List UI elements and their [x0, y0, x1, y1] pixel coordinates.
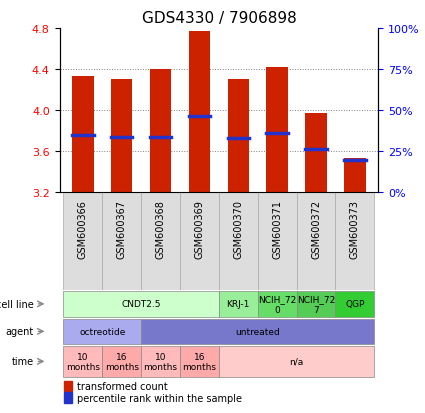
Text: n/a: n/a — [289, 357, 304, 366]
FancyBboxPatch shape — [180, 346, 219, 377]
FancyBboxPatch shape — [219, 193, 258, 290]
Text: octreotide: octreotide — [79, 327, 125, 336]
Text: GSM600372: GSM600372 — [311, 199, 321, 259]
Text: GSM600367: GSM600367 — [117, 199, 127, 259]
Bar — [344, 159, 366, 193]
FancyBboxPatch shape — [102, 193, 141, 290]
FancyBboxPatch shape — [335, 193, 374, 290]
Bar — [64, 392, 72, 403]
FancyBboxPatch shape — [141, 193, 180, 290]
FancyBboxPatch shape — [219, 291, 258, 317]
Text: GSM600371: GSM600371 — [272, 199, 282, 259]
Text: CNDT2.5: CNDT2.5 — [122, 300, 161, 309]
Bar — [111, 80, 132, 193]
Text: GSM600368: GSM600368 — [156, 199, 166, 258]
Bar — [64, 381, 72, 391]
FancyBboxPatch shape — [297, 193, 335, 290]
Bar — [228, 80, 249, 193]
FancyBboxPatch shape — [102, 346, 141, 377]
Bar — [72, 77, 94, 193]
FancyBboxPatch shape — [63, 291, 219, 317]
Text: time: time — [12, 356, 34, 366]
Title: GDS4330 / 7906898: GDS4330 / 7906898 — [142, 12, 296, 26]
Bar — [150, 70, 171, 193]
Text: transformed count: transformed count — [77, 381, 168, 391]
Text: GSM600373: GSM600373 — [350, 199, 360, 259]
Bar — [306, 114, 327, 193]
FancyBboxPatch shape — [297, 291, 335, 317]
FancyBboxPatch shape — [63, 319, 141, 344]
Bar — [266, 68, 288, 193]
Text: 10
months: 10 months — [144, 352, 178, 371]
FancyBboxPatch shape — [258, 193, 297, 290]
Text: QGP: QGP — [345, 300, 365, 309]
Bar — [189, 32, 210, 193]
FancyBboxPatch shape — [63, 346, 102, 377]
FancyBboxPatch shape — [141, 346, 180, 377]
Text: KRJ-1: KRJ-1 — [227, 300, 250, 309]
FancyBboxPatch shape — [258, 291, 297, 317]
FancyBboxPatch shape — [180, 193, 219, 290]
FancyBboxPatch shape — [219, 346, 374, 377]
Text: cell line: cell line — [0, 299, 34, 309]
Text: GSM600366: GSM600366 — [78, 199, 88, 258]
Text: NCIH_72
0: NCIH_72 0 — [258, 294, 296, 314]
Text: 10
months: 10 months — [66, 352, 100, 371]
FancyBboxPatch shape — [63, 193, 102, 290]
Text: agent: agent — [6, 327, 34, 337]
Text: untreated: untreated — [235, 327, 280, 336]
FancyBboxPatch shape — [335, 291, 374, 317]
FancyBboxPatch shape — [141, 319, 374, 344]
Text: percentile rank within the sample: percentile rank within the sample — [77, 393, 242, 403]
Text: 16
months: 16 months — [105, 352, 139, 371]
Text: NCIH_72
7: NCIH_72 7 — [297, 294, 335, 314]
Text: 16
months: 16 months — [182, 352, 216, 371]
Text: GSM600370: GSM600370 — [233, 199, 243, 259]
Text: GSM600369: GSM600369 — [195, 199, 204, 258]
